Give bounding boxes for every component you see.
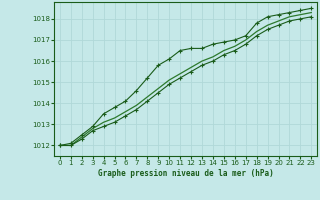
X-axis label: Graphe pression niveau de la mer (hPa): Graphe pression niveau de la mer (hPa)	[98, 169, 274, 178]
